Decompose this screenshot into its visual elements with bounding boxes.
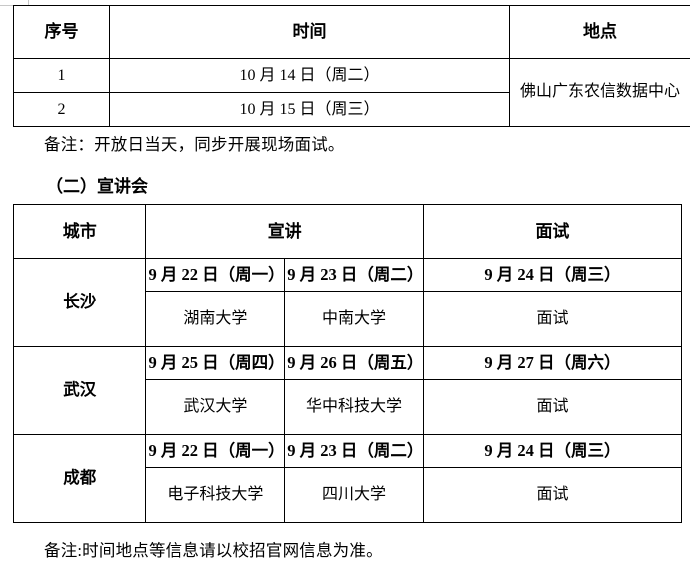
cell-date-0-1: 9 月 23 日（周二） — [284, 258, 424, 292]
cell-venue-0-0: 湖南大学 — [145, 291, 286, 347]
table-row: 1 10 月 14 日（周二） 佛山广东农信数据中心 — [13, 58, 690, 127]
table-row: 长沙 9 月 22 日（周一） 9 月 23 日（周二） 9 月 24 日（周三… — [12, 258, 683, 347]
cell-venue-2-0: 电子科技大学 — [145, 467, 286, 523]
cell-date-1-2: 9 月 27 日（周六） — [422, 346, 683, 380]
header-cell-place: 地点 — [509, 5, 690, 59]
cell-date-2-1: 9 月 23 日（周二） — [284, 434, 424, 468]
table-row: 成都 9 月 22 日（周一） 9 月 23 日（周二） 9 月 24 日（周三… — [12, 434, 683, 523]
open-day-note: 备注：开放日当天，同步开展现场面试。 — [44, 135, 345, 154]
header-cell-no: 序号 — [13, 5, 110, 59]
cell-venue-1-1: 华中科技大学 — [284, 379, 424, 435]
cell-date-0-0: 9 月 22 日（周一） — [145, 258, 286, 292]
table-row: 2 10 月 15 日（周三） — [13, 92, 690, 127]
session-table: 城市 宣讲 面试 长沙 9 月 22 日（周一） 9 月 23 日（周二） 9 … — [12, 204, 683, 523]
header-cell-session: 宣讲 — [145, 204, 424, 259]
table-row: 武汉大学 华中科技大学 面试 — [14, 379, 683, 435]
cell-venue-0-1: 中南大学 — [284, 291, 424, 347]
section-heading-session: （二）宣讲会 — [46, 177, 148, 196]
cell-time-2: 10 月 15 日（周三） — [109, 92, 510, 127]
cell-time-1: 10 月 14 日（周二） — [109, 58, 510, 93]
cell-venue-1-0: 武汉大学 — [145, 379, 286, 435]
table-header-row: 序号 时间 地点 — [13, 5, 690, 59]
header-cell-city: 城市 — [12, 204, 147, 259]
cell-city-1: 武汉 — [12, 346, 147, 435]
session-note: 备注:时间地点等信息请以校招官网信息为准。 — [44, 541, 383, 560]
table-row: 武汉 9 月 25 日（周四） 9 月 26 日（周五） 9 月 27 日（周六… — [12, 346, 683, 435]
cell-date-1-0: 9 月 25 日（周四） — [145, 346, 286, 380]
header-cell-interview: 面试 — [422, 204, 683, 259]
cell-date-0-2: 9 月 24 日（周三） — [422, 258, 683, 292]
cell-date-2-2: 9 月 24 日（周三） — [422, 434, 683, 468]
table-header-row: 城市 宣讲 面试 — [12, 204, 683, 259]
cell-venue-2-1: 四川大学 — [284, 467, 424, 523]
table-row: 电子科技大学 四川大学 面试 — [14, 467, 683, 523]
cell-date-2-0: 9 月 22 日（周一） — [145, 434, 286, 468]
cell-venue-1-2: 面试 — [422, 379, 683, 435]
cell-venue-0-2: 面试 — [422, 291, 683, 347]
cell-no-1: 1 — [13, 58, 110, 93]
cell-no-2: 2 — [13, 92, 110, 127]
cell-date-1-1: 9 月 26 日（周五） — [284, 346, 424, 380]
table-row: 湖南大学 中南大学 面试 — [14, 291, 683, 347]
cell-city-0: 长沙 — [12, 258, 147, 347]
cell-venue-2-2: 面试 — [422, 467, 683, 523]
open-day-table: 序号 时间 地点 1 10 月 14 日（周二） 佛山广东农信数据中心 2 10… — [13, 5, 690, 127]
cell-city-2: 成都 — [12, 434, 147, 523]
cell-place-merged: 佛山广东农信数据中心 — [509, 58, 690, 127]
header-cell-time: 时间 — [109, 5, 510, 59]
